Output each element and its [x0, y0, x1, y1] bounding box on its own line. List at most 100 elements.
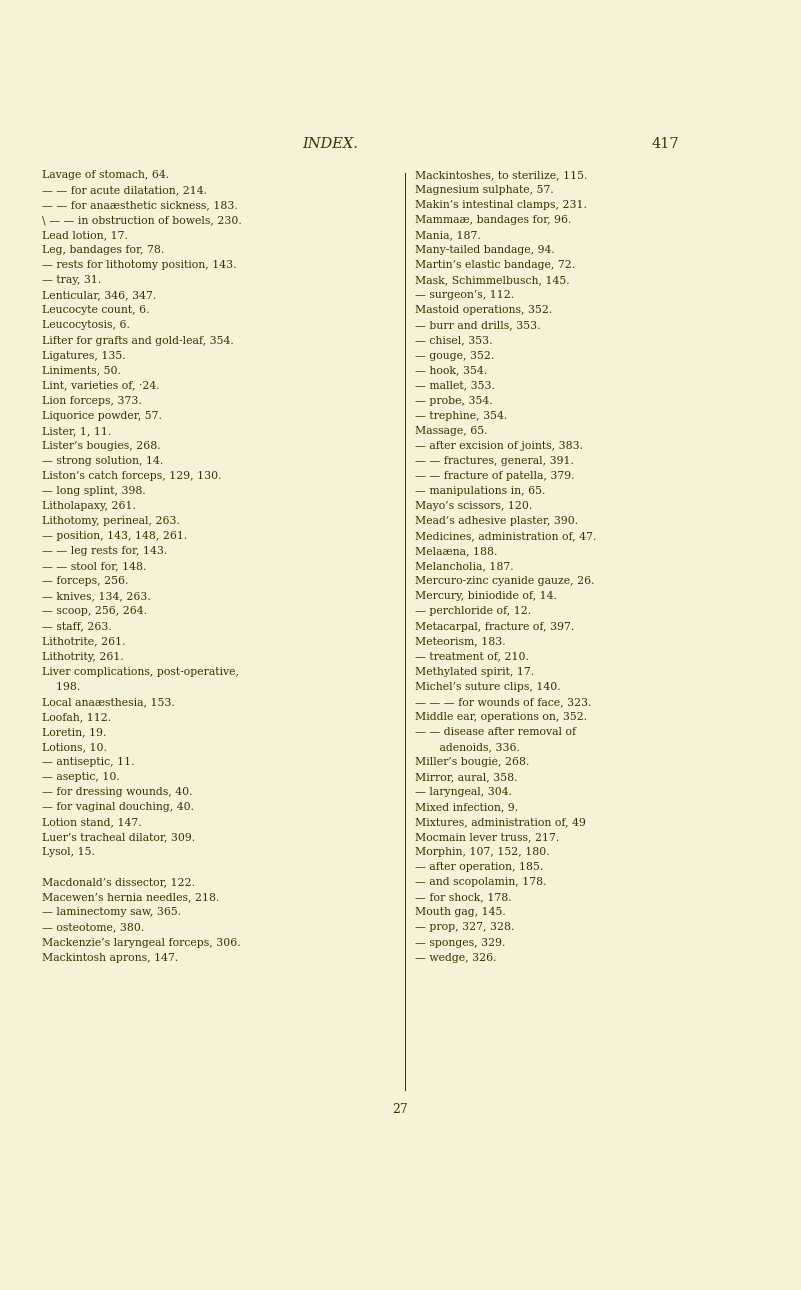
- Text: — probe, 354.: — probe, 354.: [415, 396, 493, 406]
- Text: — aseptic, 10.: — aseptic, 10.: [42, 771, 120, 782]
- Text: — — leg rests for, 143.: — — leg rests for, 143.: [42, 546, 167, 556]
- Text: Mastoid operations, 352.: Mastoid operations, 352.: [415, 306, 552, 316]
- Text: — long splint, 398.: — long splint, 398.: [42, 486, 146, 497]
- Text: Lithotrity, 261.: Lithotrity, 261.: [42, 651, 123, 662]
- Text: adenoids, 336.: adenoids, 336.: [415, 742, 520, 752]
- Text: Michel’s suture clips, 140.: Michel’s suture clips, 140.: [415, 681, 561, 691]
- Text: Miller’s bougie, 268.: Miller’s bougie, 268.: [415, 757, 529, 768]
- Text: Meteorism, 183.: Meteorism, 183.: [415, 636, 505, 646]
- Text: — manipulations in, 65.: — manipulations in, 65.: [415, 486, 545, 497]
- Text: — — for acute dilatation, 214.: — — for acute dilatation, 214.: [42, 184, 207, 195]
- Text: Loretin, 19.: Loretin, 19.: [42, 726, 107, 737]
- Text: — treatment of, 210.: — treatment of, 210.: [415, 651, 529, 662]
- Text: Lion forceps, 373.: Lion forceps, 373.: [42, 396, 142, 406]
- Text: — rests for lithotomy position, 143.: — rests for lithotomy position, 143.: [42, 261, 236, 271]
- Text: — for dressing wounds, 40.: — for dressing wounds, 40.: [42, 787, 192, 797]
- Text: Middle ear, operations on, 352.: Middle ear, operations on, 352.: [415, 712, 587, 722]
- Text: Litholapaxy, 261.: Litholapaxy, 261.: [42, 501, 136, 511]
- Text: — antiseptic, 11.: — antiseptic, 11.: [42, 757, 135, 768]
- Text: Liver complications, post-operative,: Liver complications, post-operative,: [42, 667, 239, 677]
- Text: 27: 27: [392, 1103, 408, 1116]
- Text: Local anaæsthesia, 153.: Local anaæsthesia, 153.: [42, 697, 175, 707]
- Text: Mirror, aural, 358.: Mirror, aural, 358.: [415, 771, 517, 782]
- Text: — sponges, 329.: — sponges, 329.: [415, 938, 505, 948]
- Text: — — stool for, 148.: — — stool for, 148.: [42, 561, 147, 571]
- Text: \ — — in obstruction of bowels, 230.: \ — — in obstruction of bowels, 230.: [42, 215, 242, 226]
- Text: Lotion stand, 147.: Lotion stand, 147.: [42, 817, 142, 827]
- Text: Lint, varieties of, ·24.: Lint, varieties of, ·24.: [42, 381, 159, 391]
- Text: Liniments, 50.: Liniments, 50.: [42, 365, 121, 375]
- Text: Martin’s elastic bandage, 72.: Martin’s elastic bandage, 72.: [415, 261, 575, 271]
- Text: — forceps, 256.: — forceps, 256.: [42, 577, 128, 587]
- Text: — strong solution, 14.: — strong solution, 14.: [42, 455, 163, 466]
- Text: Mackenzie’s laryngeal forceps, 306.: Mackenzie’s laryngeal forceps, 306.: [42, 938, 240, 948]
- Text: — burr and drills, 353.: — burr and drills, 353.: [415, 320, 541, 330]
- Text: — prop, 327, 328.: — prop, 327, 328.: [415, 922, 514, 933]
- Text: Macewen’s hernia needles, 218.: Macewen’s hernia needles, 218.: [42, 893, 219, 903]
- Text: Lavage of stomach, 64.: Lavage of stomach, 64.: [42, 170, 169, 181]
- Text: Mixtures, administration of, 49: Mixtures, administration of, 49: [415, 817, 586, 827]
- Text: Lifter for grafts and gold-leaf, 354.: Lifter for grafts and gold-leaf, 354.: [42, 335, 234, 346]
- Text: Liston’s catch forceps, 129, 130.: Liston’s catch forceps, 129, 130.: [42, 471, 222, 481]
- Text: Mercuro-zinc cyanide gauze, 26.: Mercuro-zinc cyanide gauze, 26.: [415, 577, 594, 587]
- Text: — — — for wounds of face, 323.: — — — for wounds of face, 323.: [415, 697, 591, 707]
- Text: Methylated spirit, 17.: Methylated spirit, 17.: [415, 667, 534, 677]
- Text: Melaæna, 188.: Melaæna, 188.: [415, 546, 497, 556]
- Text: Mouth gag, 145.: Mouth gag, 145.: [415, 907, 505, 917]
- Text: — laminectomy saw, 365.: — laminectomy saw, 365.: [42, 907, 181, 917]
- Text: Mocmain lever truss, 217.: Mocmain lever truss, 217.: [415, 832, 559, 842]
- Text: Luer’s tracheal dilator, 309.: Luer’s tracheal dilator, 309.: [42, 832, 195, 842]
- Text: — laryngeal, 304.: — laryngeal, 304.: [415, 787, 512, 797]
- Text: — surgeon’s, 112.: — surgeon’s, 112.: [415, 290, 514, 301]
- Text: Lenticular, 346, 347.: Lenticular, 346, 347.: [42, 290, 156, 301]
- Text: Mask, Schimmelbusch, 145.: Mask, Schimmelbusch, 145.: [415, 275, 570, 285]
- Text: — — fracture of patella, 379.: — — fracture of patella, 379.: [415, 471, 574, 481]
- Text: — — disease after removal of: — — disease after removal of: [415, 726, 576, 737]
- Text: Lithotomy, perineal, 263.: Lithotomy, perineal, 263.: [42, 516, 180, 526]
- Text: Loofah, 112.: Loofah, 112.: [42, 712, 111, 722]
- Text: Leucocytosis, 6.: Leucocytosis, 6.: [42, 320, 130, 330]
- Text: — mallet, 353.: — mallet, 353.: [415, 381, 495, 391]
- Text: 417: 417: [651, 137, 678, 151]
- Text: Lead lotion, 17.: Lead lotion, 17.: [42, 230, 128, 240]
- Text: — wedge, 326.: — wedge, 326.: [415, 952, 497, 962]
- Text: Lithotrite, 261.: Lithotrite, 261.: [42, 636, 126, 646]
- Text: — staff, 263.: — staff, 263.: [42, 622, 112, 632]
- Text: — perchloride of, 12.: — perchloride of, 12.: [415, 606, 531, 617]
- Text: — — for anaæsthetic sickness, 183.: — — for anaæsthetic sickness, 183.: [42, 200, 238, 210]
- Text: — osteotome, 380.: — osteotome, 380.: [42, 922, 144, 933]
- Text: — trephine, 354.: — trephine, 354.: [415, 410, 507, 421]
- Text: Melancholia, 187.: Melancholia, 187.: [415, 561, 513, 571]
- Text: — gouge, 352.: — gouge, 352.: [415, 351, 494, 361]
- Text: — scoop, 256, 264.: — scoop, 256, 264.: [42, 606, 147, 617]
- Text: Mania, 187.: Mania, 187.: [415, 230, 481, 240]
- Text: — tray, 31.: — tray, 31.: [42, 275, 101, 285]
- Text: Makin’s intestinal clamps, 231.: Makin’s intestinal clamps, 231.: [415, 200, 587, 210]
- Text: Mammaæ, bandages for, 96.: Mammaæ, bandages for, 96.: [415, 215, 571, 226]
- Text: — chisel, 353.: — chisel, 353.: [415, 335, 493, 346]
- Text: 198.: 198.: [42, 681, 80, 691]
- Text: INDEX.: INDEX.: [302, 137, 358, 151]
- Text: Lotions, 10.: Lotions, 10.: [42, 742, 107, 752]
- Text: Medicines, administration of, 47.: Medicines, administration of, 47.: [415, 531, 597, 542]
- Text: Liquorice powder, 57.: Liquorice powder, 57.: [42, 410, 162, 421]
- Text: — for shock, 178.: — for shock, 178.: [415, 893, 512, 903]
- Text: — after excision of joints, 383.: — after excision of joints, 383.: [415, 441, 583, 451]
- Text: — position, 143, 148, 261.: — position, 143, 148, 261.: [42, 531, 187, 542]
- Text: Mercury, biniodide of, 14.: Mercury, biniodide of, 14.: [415, 591, 557, 601]
- Text: — for vaginal douching, 40.: — for vaginal douching, 40.: [42, 802, 194, 813]
- Text: Lister, 1, 11.: Lister, 1, 11.: [42, 426, 111, 436]
- Text: — — fractures, general, 391.: — — fractures, general, 391.: [415, 455, 574, 466]
- Text: Mead’s adhesive plaster, 390.: Mead’s adhesive plaster, 390.: [415, 516, 578, 526]
- Text: Mackintosh aprons, 147.: Mackintosh aprons, 147.: [42, 952, 179, 962]
- Text: — after operation, 185.: — after operation, 185.: [415, 862, 543, 872]
- Text: — knives, 134, 263.: — knives, 134, 263.: [42, 591, 151, 601]
- Text: Mixed infection, 9.: Mixed infection, 9.: [415, 802, 518, 813]
- Text: Lister’s bougies, 268.: Lister’s bougies, 268.: [42, 441, 161, 451]
- Text: Macdonald’s dissector, 122.: Macdonald’s dissector, 122.: [42, 877, 195, 888]
- Text: Massage, 65.: Massage, 65.: [415, 426, 488, 436]
- Text: Leucocyte count, 6.: Leucocyte count, 6.: [42, 306, 150, 316]
- Text: — and scopolamin, 178.: — and scopolamin, 178.: [415, 877, 546, 888]
- Text: Many-tailed bandage, 94.: Many-tailed bandage, 94.: [415, 245, 555, 255]
- Text: Metacarpal, fracture of, 397.: Metacarpal, fracture of, 397.: [415, 622, 574, 632]
